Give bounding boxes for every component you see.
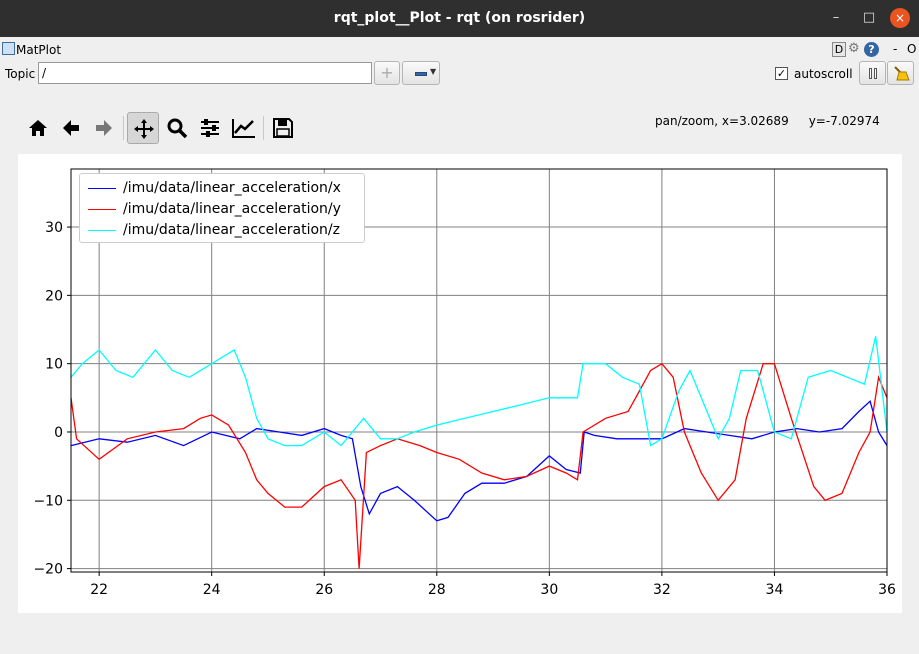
x-tick-label: 28 xyxy=(428,582,446,598)
x-tick-label: 22 xyxy=(90,582,108,598)
gear-icon[interactable]: ⚙ xyxy=(848,41,860,56)
plot-frame xyxy=(70,168,888,573)
coordinate-readout: pan/zoom, x=3.02689 y=-7.02974 xyxy=(655,114,880,128)
topic-label: Topic xyxy=(5,67,36,81)
dock-toggle-button[interactable]: D xyxy=(832,42,846,57)
configure-subplots-icon[interactable] xyxy=(194,112,226,144)
x-tick-label: 34 xyxy=(766,582,784,598)
y-tick-label: −10 xyxy=(33,493,63,509)
line-chart: 22 24 26 28 30 32 34 36 −20 −10 0 10 20 30 xyxy=(33,168,896,598)
window-titlebar: rqt_plot__Plot - rqt (on rosrider) – □ × xyxy=(0,0,919,37)
close-button[interactable]: × xyxy=(890,8,910,28)
clear-button[interactable] xyxy=(887,61,914,85)
maximize-button[interactable]: □ xyxy=(862,10,876,25)
legend-item: /imu/data/linear_acceleration/z xyxy=(80,220,364,240)
matplot-icon xyxy=(2,42,15,55)
y-tick-label: 20 xyxy=(45,288,63,304)
toolbar-separator-2 xyxy=(263,116,264,140)
coord-x: pan/zoom, x=3.02689 xyxy=(655,114,789,128)
window-title: rqt_plot__Plot - rqt (on rosrider) xyxy=(333,10,586,26)
plot-canvas[interactable]: 22 24 26 28 30 32 34 36 −20 −10 0 10 20 30 /imu/data/… xyxy=(18,154,902,613)
autoscroll-label: autoscroll xyxy=(794,67,853,81)
pause-button[interactable] xyxy=(859,61,886,85)
autoscroll-checkbox[interactable]: ✓ xyxy=(775,67,788,80)
chevron-down-icon: ▼ xyxy=(430,67,437,76)
coord-y: y=-7.02974 xyxy=(808,114,880,128)
topic-input[interactable] xyxy=(38,62,372,84)
y-tick-label: 30 xyxy=(45,220,63,236)
legend-swatch-y xyxy=(88,209,116,210)
zoom-icon[interactable] xyxy=(161,112,193,144)
broom-icon xyxy=(894,66,910,81)
series-line-1 xyxy=(70,362,888,569)
minus-icon xyxy=(415,72,427,76)
minimize-plugin-button[interactable]: - xyxy=(893,42,898,56)
series-line-2 xyxy=(70,336,888,447)
legend-swatch-x xyxy=(88,188,116,189)
pan-icon[interactable] xyxy=(127,112,159,144)
x-tick-label: 32 xyxy=(653,582,671,598)
help-button[interactable]: ? xyxy=(864,42,879,57)
x-tick-label: 24 xyxy=(203,582,221,598)
y-tick-label: −20 xyxy=(33,562,63,578)
toolbar-separator xyxy=(123,116,124,140)
home-icon[interactable] xyxy=(22,112,54,144)
legend-label-z: /imu/data/linear_acceleration/z xyxy=(123,222,340,238)
legend: /imu/data/linear_acceleration/x /imu/dat… xyxy=(79,173,365,243)
pause-icon-bar xyxy=(874,68,877,79)
x-tick-label: 36 xyxy=(878,582,896,598)
float-plugin-button[interactable]: O xyxy=(907,42,917,56)
legend-item: /imu/data/linear_acceleration/y xyxy=(80,199,364,219)
remove-topic-button[interactable]: ▼ xyxy=(402,61,440,85)
add-topic-button[interactable]: + xyxy=(374,61,400,85)
minimize-button[interactable]: – xyxy=(832,10,840,25)
legend-item: /imu/data/linear_acceleration/x xyxy=(80,178,364,198)
x-tick-label: 26 xyxy=(315,582,333,598)
plugin-header: MatPlot D ⚙ ? - O xyxy=(0,38,919,62)
forward-icon[interactable] xyxy=(88,112,120,144)
edit-axis-icon[interactable] xyxy=(227,112,259,144)
x-tick-label: 30 xyxy=(540,582,558,598)
series-line-0 xyxy=(70,400,888,522)
legend-label-x: /imu/data/linear_acceleration/x xyxy=(123,180,341,196)
legend-label-y: /imu/data/linear_acceleration/y xyxy=(123,201,341,217)
plugin-label: MatPlot xyxy=(16,43,62,57)
save-icon[interactable] xyxy=(267,112,299,144)
y-tick-label: 10 xyxy=(45,357,63,373)
back-icon[interactable] xyxy=(55,112,87,144)
legend-swatch-z xyxy=(88,230,116,231)
y-tick-label: 0 xyxy=(54,425,63,441)
matplotlib-toolbar xyxy=(22,112,342,144)
pause-icon xyxy=(869,68,872,79)
